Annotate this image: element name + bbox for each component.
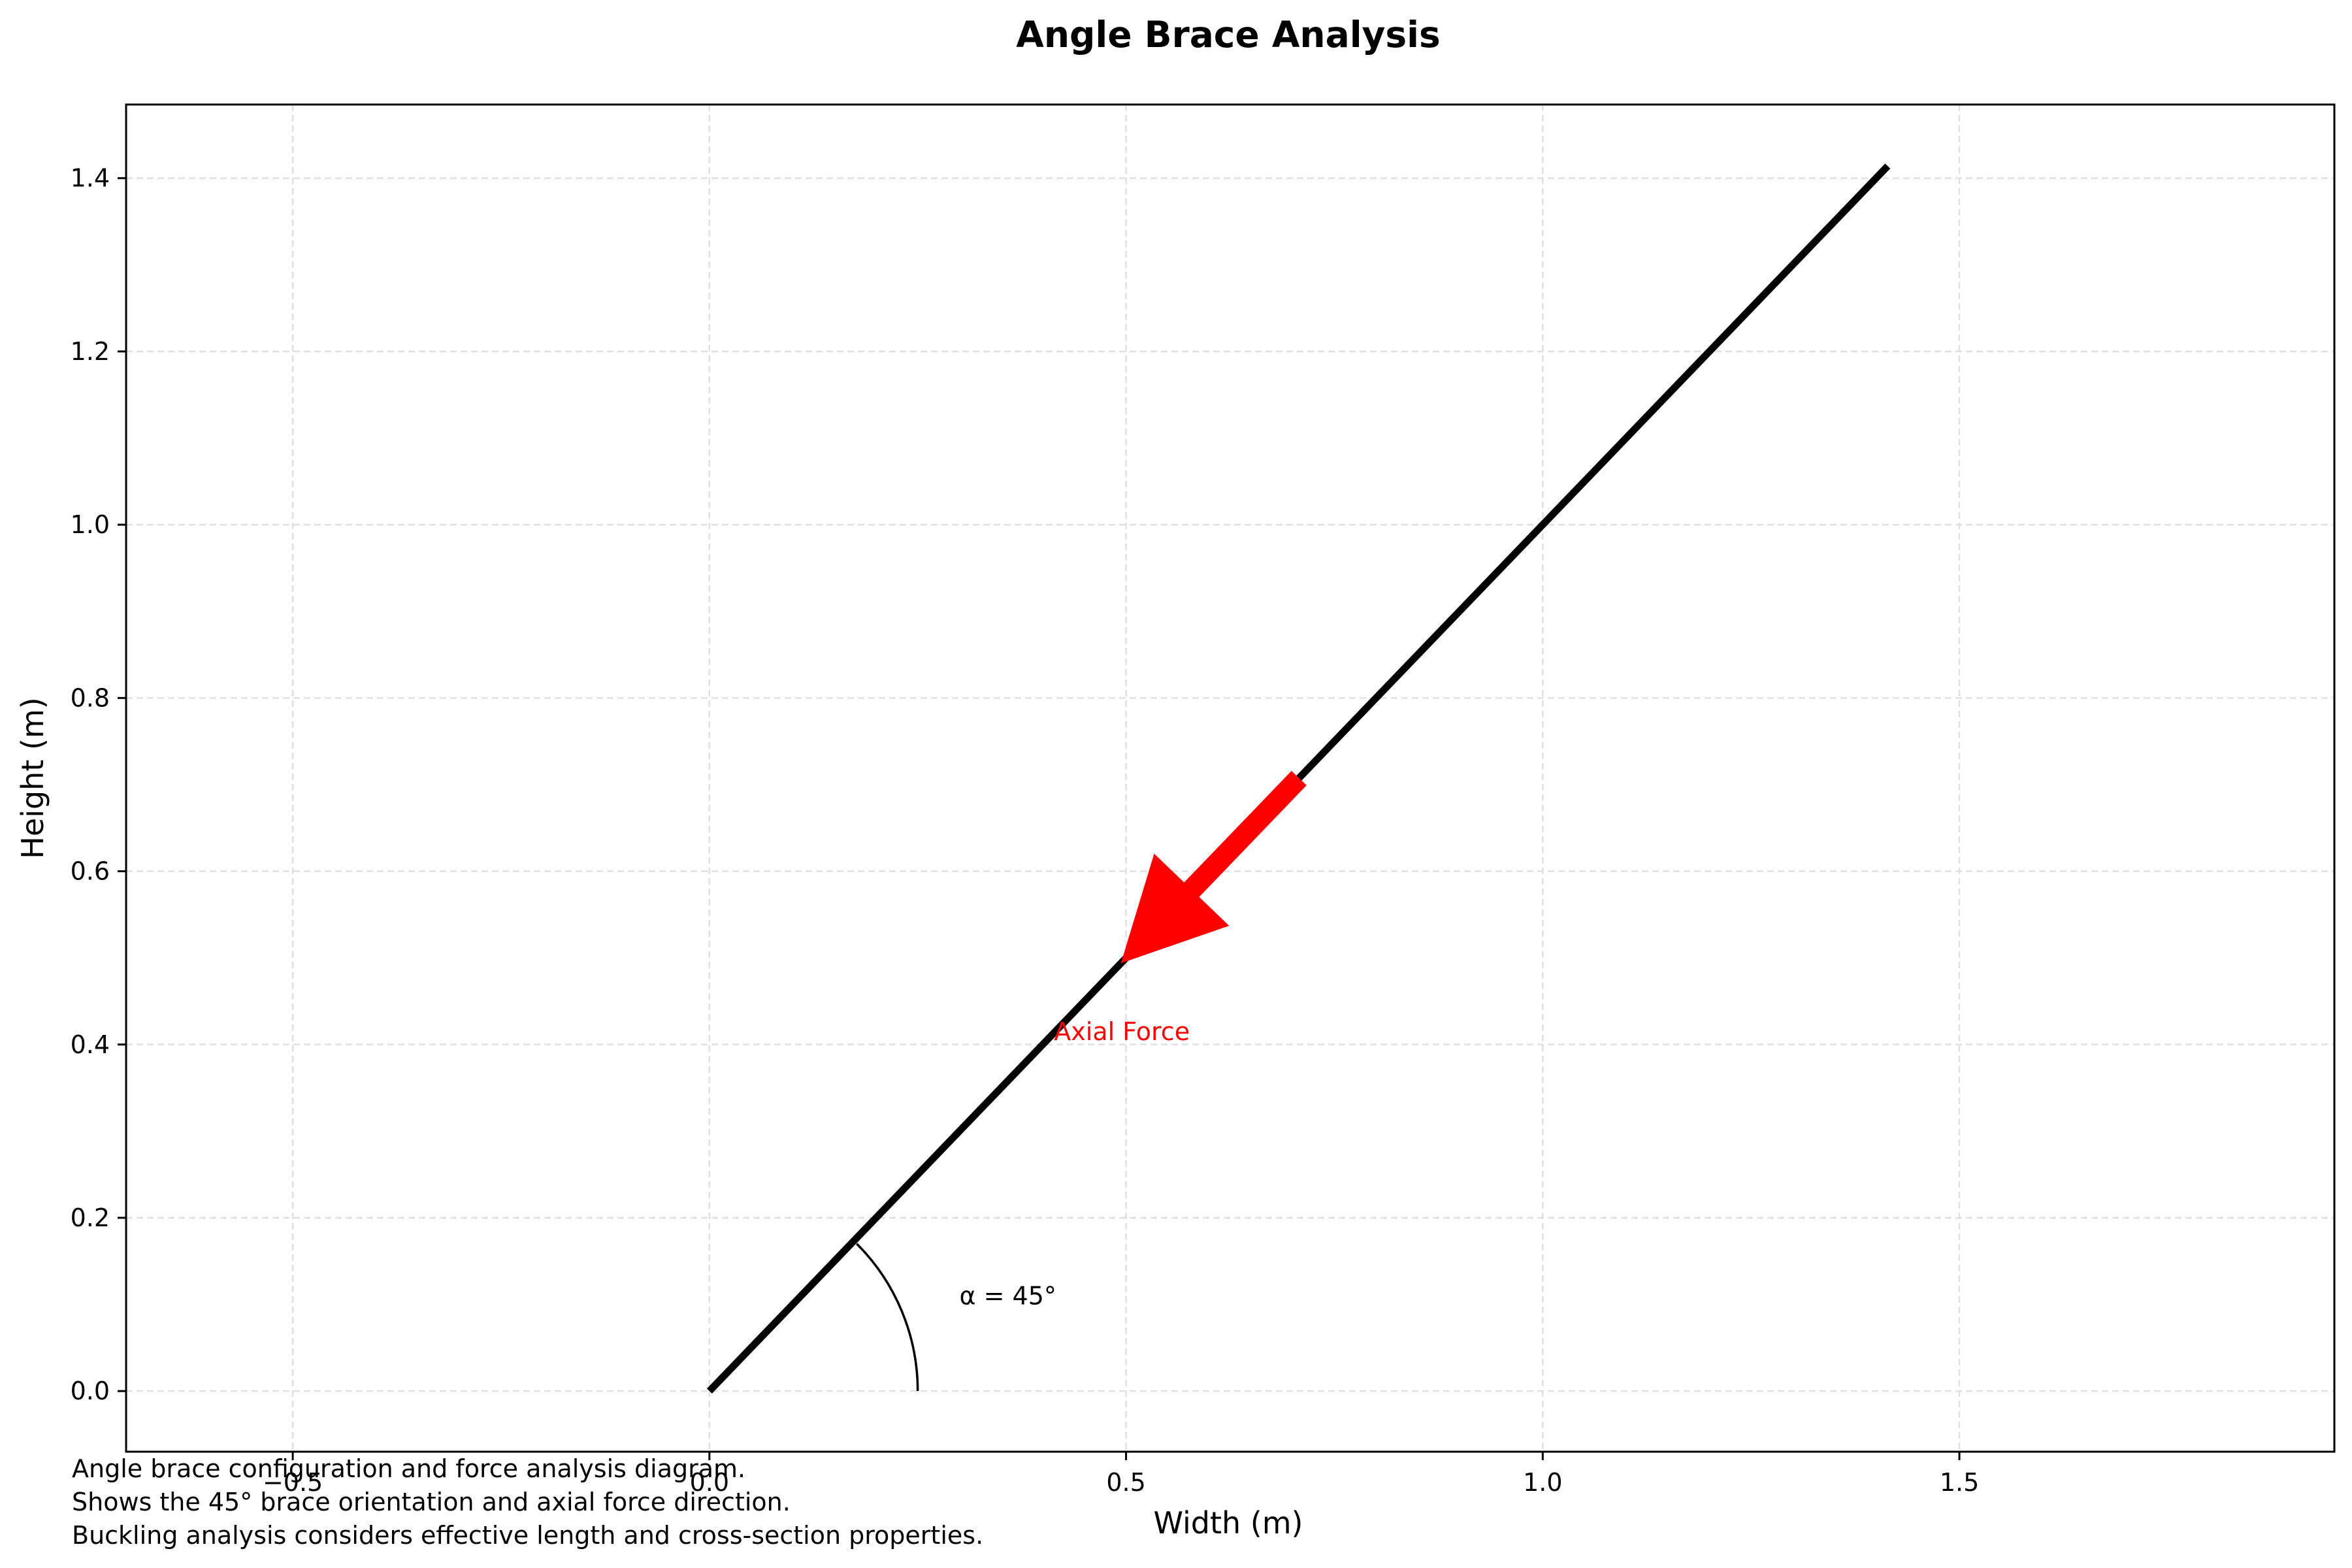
x-tick-label: 0.0 (690, 1468, 729, 1497)
axial-force-label: Axial Force (1054, 1017, 1190, 1046)
angle-arc (856, 1243, 919, 1392)
axial-force-arrow (1120, 770, 1307, 964)
y-tick-label: 1.2 (71, 337, 110, 366)
x-axis-label: Width (m) (1154, 1505, 1303, 1541)
axis-ticks: −0.5 0.0 0.5 1.0 1.5 0.0 0.2 0.4 0.6 0.8 1.0 1.2 1.4 (71, 164, 1980, 1497)
y-tick-label: 1.4 (71, 164, 110, 193)
y-tick-label: 0.4 (71, 1030, 110, 1059)
grid-lines (126, 105, 2334, 1452)
x-tick-label: 0.5 (1106, 1468, 1145, 1497)
y-axis-label: Height (m) (15, 697, 50, 858)
caption-line-3: Buckling analysis considers effective le… (72, 1521, 983, 1550)
y-tick-label: 0.2 (71, 1203, 110, 1232)
plot-area: α = 45° Axial Force (706, 163, 1891, 1394)
x-tick-label: 1.5 (1940, 1468, 1979, 1497)
y-tick-label: 0.8 (71, 683, 110, 712)
chart-title: Angle Brace Analysis (1016, 14, 1440, 56)
y-tick-label: 1.0 (71, 510, 110, 539)
caption-line-2: Shows the 45° brace orientation and axia… (72, 1488, 791, 1516)
x-tick-label: −0.5 (263, 1468, 323, 1497)
x-tick-label: 1.0 (1523, 1468, 1562, 1497)
y-tick-label: 0.0 (71, 1377, 110, 1405)
axes-frame (125, 103, 2336, 1453)
angle-label: α = 45° (959, 1281, 1056, 1310)
caption-line-1: Angle brace configuration and force anal… (72, 1454, 745, 1483)
y-tick-label: 0.6 (71, 857, 110, 886)
